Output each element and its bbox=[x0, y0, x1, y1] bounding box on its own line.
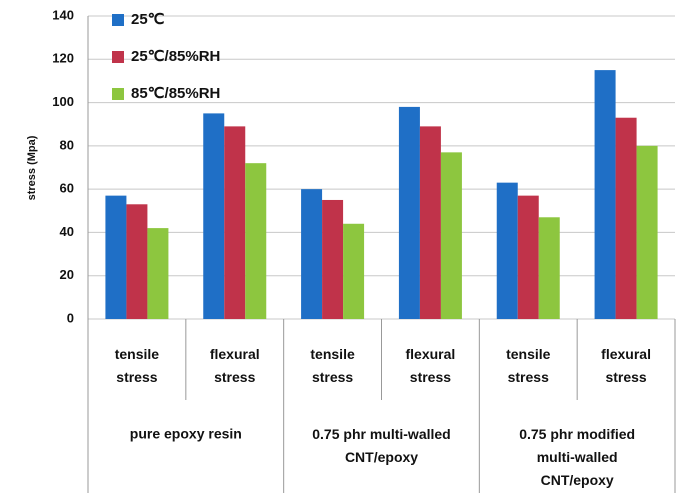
bar bbox=[245, 163, 267, 319]
legend-label: 25℃ bbox=[131, 11, 165, 28]
x-tick-label: flexural stress bbox=[210, 346, 260, 385]
x-tick-label: flexural stress bbox=[601, 346, 651, 385]
legend-swatch bbox=[112, 88, 124, 100]
y-tick-label: 80 bbox=[60, 137, 74, 152]
bar bbox=[203, 113, 225, 320]
y-tick-label: 60 bbox=[60, 181, 74, 196]
y-tick-label: 0 bbox=[67, 310, 74, 325]
x-tick-label: tensile stress bbox=[115, 346, 160, 385]
y-tick-label: 140 bbox=[52, 7, 74, 22]
bar bbox=[538, 217, 560, 319]
x-tick-label: flexural stress bbox=[406, 346, 456, 385]
y-tick-label: 120 bbox=[52, 51, 74, 66]
bar bbox=[343, 223, 365, 319]
group-label: 0.75 phr modified multi-walled CNT/epoxy bbox=[519, 426, 635, 488]
x-tick-label: tensile stress bbox=[506, 346, 551, 385]
y-tick-label: 40 bbox=[60, 224, 74, 239]
bar bbox=[105, 195, 127, 319]
legend-swatch bbox=[112, 51, 124, 63]
legend-label: 25℃/85%RH bbox=[131, 48, 220, 65]
bar bbox=[126, 204, 148, 319]
y-tick-label: 20 bbox=[60, 267, 74, 282]
bar bbox=[517, 195, 539, 319]
x-tick-label: tensile stress bbox=[310, 346, 355, 385]
bar bbox=[496, 182, 518, 319]
bar bbox=[224, 126, 246, 319]
bar bbox=[615, 117, 637, 319]
bar bbox=[322, 199, 344, 319]
bar bbox=[440, 152, 462, 319]
legend-swatch bbox=[112, 14, 124, 26]
bar bbox=[419, 126, 441, 319]
bar bbox=[594, 70, 616, 319]
group-label: 0.75 phr multi-walled CNT/epoxy bbox=[312, 426, 450, 465]
bar bbox=[301, 189, 323, 319]
bar bbox=[636, 145, 658, 319]
y-axis-label: stress (Mpa) bbox=[26, 135, 38, 200]
legend-label: 85℃/85%RH bbox=[131, 85, 220, 102]
bar bbox=[398, 106, 420, 320]
y-tick-label: 100 bbox=[52, 94, 74, 109]
bar bbox=[147, 228, 169, 319]
group-label: pure epoxy resin bbox=[130, 426, 242, 442]
